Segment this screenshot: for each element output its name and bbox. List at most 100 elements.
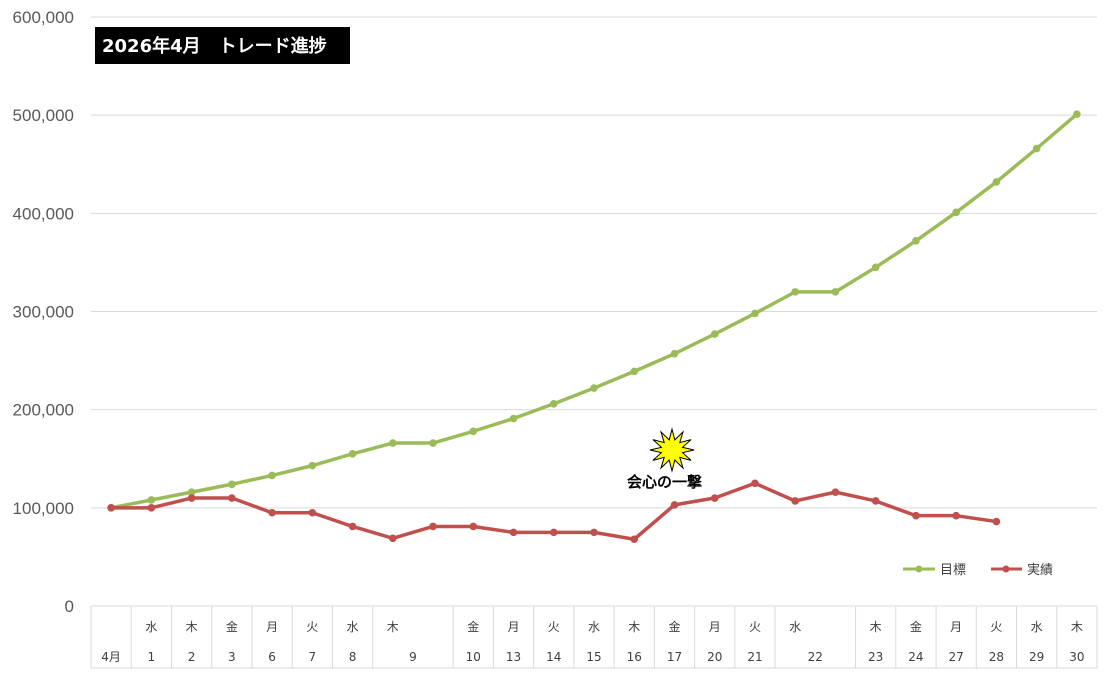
category-date: 1 (148, 650, 156, 664)
category-date: 29 (1029, 650, 1044, 664)
category-weekday: 月 (508, 620, 520, 634)
category-date: 15 (586, 650, 601, 664)
category-date: 16 (627, 650, 642, 664)
data-point-target (630, 367, 639, 376)
legend-item-actual: 実績 (991, 562, 1053, 578)
category-date: 28 (989, 650, 1004, 664)
category-weekday: 木 (186, 620, 198, 634)
category-weekday: 木 (387, 620, 399, 634)
data-point-actual (228, 494, 236, 502)
y-axis-ticks: 0 100,000 200,000 300,000 400,000 500,000 600,… (13, 8, 74, 616)
y-tick-label: 200,000 (13, 401, 74, 420)
category-weekday: 水 (789, 620, 801, 634)
data-point-actual (389, 534, 397, 543)
data-point-actual (348, 522, 357, 531)
category-date: 6 (268, 650, 276, 664)
category-date: 14 (546, 650, 561, 664)
data-point-actual (751, 479, 759, 488)
category-weekday: 水 (347, 620, 359, 634)
data-point-target (268, 471, 276, 480)
category-weekday: 火 (990, 620, 1002, 634)
chart-title: 2026年4月 トレード進捗 (95, 27, 350, 64)
gridlines (91, 16, 1097, 607)
y-tick-label: 600,000 (13, 8, 74, 27)
legend-label-actual: 実績 (1027, 562, 1053, 578)
y-tick-label: 300,000 (13, 303, 74, 322)
category-weekday: 月 (266, 620, 278, 634)
data-point-target (147, 496, 156, 504)
category-date: 20 (707, 650, 722, 664)
category-weekday: 金 (668, 619, 680, 634)
y-tick-label: 500,000 (13, 106, 74, 125)
data-point-actual (308, 508, 317, 517)
category-weekday: 火 (548, 620, 560, 634)
data-point-actual (187, 494, 196, 502)
data-point-actual (590, 528, 598, 537)
data-point-target (590, 384, 598, 392)
data-point-actual (469, 522, 478, 531)
data-point-actual (630, 535, 639, 544)
data-point-actual (871, 497, 880, 505)
series-target (107, 110, 1081, 512)
data-point-actual (670, 501, 679, 509)
series-lines (107, 110, 1081, 544)
category-weekday: 水 (1031, 620, 1043, 634)
category-date: 23 (868, 650, 883, 664)
category-weekday: 木 (870, 620, 882, 634)
category-date: 27 (949, 650, 964, 664)
legend-marker-actual (1002, 565, 1010, 573)
category-weekday: 月 (709, 620, 721, 634)
data-point-target (751, 309, 759, 318)
category-weekday: 月 (950, 620, 962, 634)
category-date: 21 (747, 650, 762, 664)
data-point-target (228, 480, 236, 489)
category-weekday: 金 (910, 619, 922, 634)
y-tick-label: 0 (65, 597, 74, 616)
category-date: 22 (808, 650, 823, 664)
chart-title-text: 2026年4月 トレード進捗 (102, 35, 327, 57)
category-weekday: 水 (145, 620, 157, 634)
data-point-target (389, 439, 397, 447)
category-date: 13 (506, 650, 521, 664)
category-date: 7 (308, 650, 316, 664)
data-point-target (187, 488, 196, 496)
category-date: 2 (188, 650, 196, 664)
data-point-target (429, 439, 437, 447)
annotation: 会心の一撃 (627, 427, 702, 491)
data-point-target (308, 461, 317, 470)
data-point-actual (831, 488, 840, 496)
category-weekday: 水 (588, 620, 600, 634)
data-point-target (1073, 110, 1081, 118)
y-tick-label: 400,000 (13, 204, 74, 223)
category-weekday: 木 (1071, 620, 1083, 634)
chart-title-background (95, 27, 350, 64)
category-weekday: 木 (628, 620, 640, 634)
category-date: 17 (667, 650, 682, 664)
data-point-actual (509, 528, 518, 537)
data-point-actual (912, 511, 920, 520)
series-actual (107, 479, 1001, 544)
data-point-target (1032, 144, 1041, 153)
data-point-target (871, 263, 880, 272)
data-point-actual (710, 494, 719, 502)
data-point-target (791, 288, 799, 296)
data-point-actual (549, 528, 558, 537)
data-point-target (952, 208, 960, 217)
data-point-actual (791, 497, 799, 505)
category-weekday: 火 (749, 620, 761, 634)
annotation-text: 会心の一撃 (627, 473, 702, 491)
category-axis-table: 4月 水 1 木 2 金 3 月 6 火 7 水 8 木 9 金 10 月 13 火 14 水 15 木 16 金 17 月 20 火 21… (90, 606, 1098, 669)
category-date: 9 (409, 650, 417, 664)
category-date: 30 (1069, 650, 1084, 664)
category-date: 8 (349, 650, 357, 664)
data-point-actual (147, 504, 156, 512)
data-point-actual (429, 522, 437, 531)
category-weekday: 金 (467, 619, 479, 634)
category-weekday: 金 (226, 619, 238, 634)
data-point-target (710, 330, 719, 338)
starburst-icon (649, 427, 695, 473)
category-date: 10 (466, 650, 481, 664)
data-point-target (509, 414, 518, 423)
data-point-target (831, 288, 840, 296)
